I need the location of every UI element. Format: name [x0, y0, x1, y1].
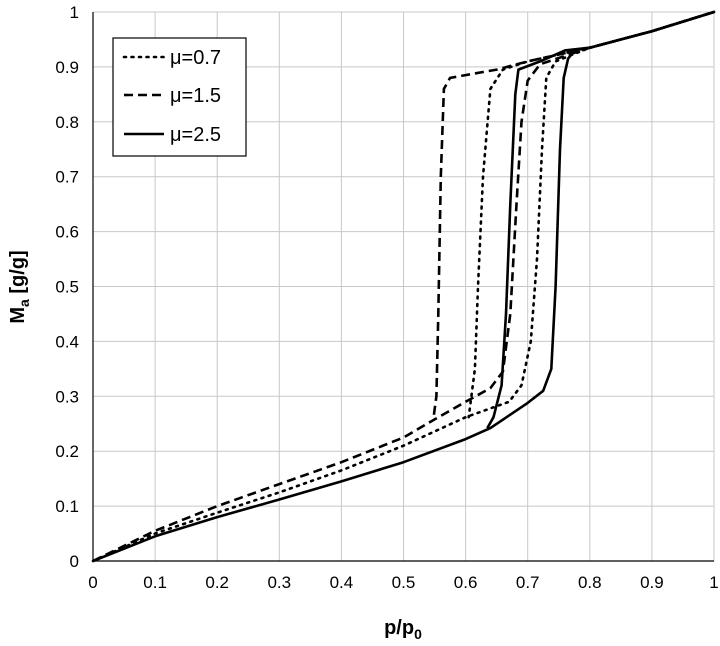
y-tick-label: 0 [70, 552, 79, 571]
legend: μ=0.7 μ=1.5 μ=2.5 [112, 37, 247, 157]
tick-labels: 0 0.1 0.2 0.3 0.4 0.5 0.6 0.7 0.8 0.9 1 0 0.1 0.2 0.3 0… [55, 3, 718, 592]
x-tick-label: 0.5 [392, 573, 416, 592]
x-tick-label: 0.8 [578, 573, 602, 592]
x-tick-label: 0.1 [143, 573, 167, 592]
y-tick-label: 0.5 [55, 278, 79, 297]
series-layer [91, 10, 716, 563]
x-tick-label: 0.2 [205, 573, 229, 592]
y-axis-title: Ma [g/g] [7, 250, 32, 323]
x-tick-label: 0.7 [516, 573, 540, 592]
x-axis-title-main: p/p [384, 617, 414, 639]
x-tick-label: 1 [709, 573, 718, 592]
y-tick-label: 0.4 [55, 332, 79, 351]
y-tick-label: 0.1 [55, 497, 79, 516]
x-tick-label: 0.3 [267, 573, 291, 592]
y-tick-label: 0.6 [55, 223, 79, 242]
y-tick-label: 0.9 [55, 58, 79, 77]
x-tick-label: 0.4 [330, 573, 354, 592]
x-tick-label: 0.9 [640, 573, 664, 592]
y-axis-title-suffix: [g/g] [7, 250, 29, 299]
y-tick-label: 1 [70, 3, 79, 22]
x-tick-label: 0.6 [454, 573, 478, 592]
axes [92, 12, 714, 562]
legend-label-3: μ=2.5 [170, 124, 221, 146]
x-axis-title-sub: 0 [414, 626, 422, 641]
y-axis-title-main: M [7, 307, 29, 324]
legend-label-1: μ=0.7 [170, 47, 221, 69]
y-tick-label: 0.8 [55, 113, 79, 132]
y-axis-title-sub: a [16, 299, 32, 307]
y-tick-label: 0.2 [55, 442, 79, 461]
x-tick-label: 0 [88, 573, 97, 592]
series-line-1-adsorption [91, 10, 716, 563]
series-line-2-adsorption [92, 10, 715, 563]
x-axis-title: p/p0 [384, 617, 422, 641]
y-tick-label: 0.7 [55, 168, 79, 187]
legend-box [112, 37, 247, 157]
legend-items: μ=0.7 μ=1.5 μ=2.5 [122, 47, 221, 146]
grid [93, 11, 715, 561]
series-line-3-desorption [486, 10, 715, 429]
legend-label-2: μ=1.5 [170, 85, 221, 107]
y-tick-label: 0.3 [55, 387, 79, 406]
